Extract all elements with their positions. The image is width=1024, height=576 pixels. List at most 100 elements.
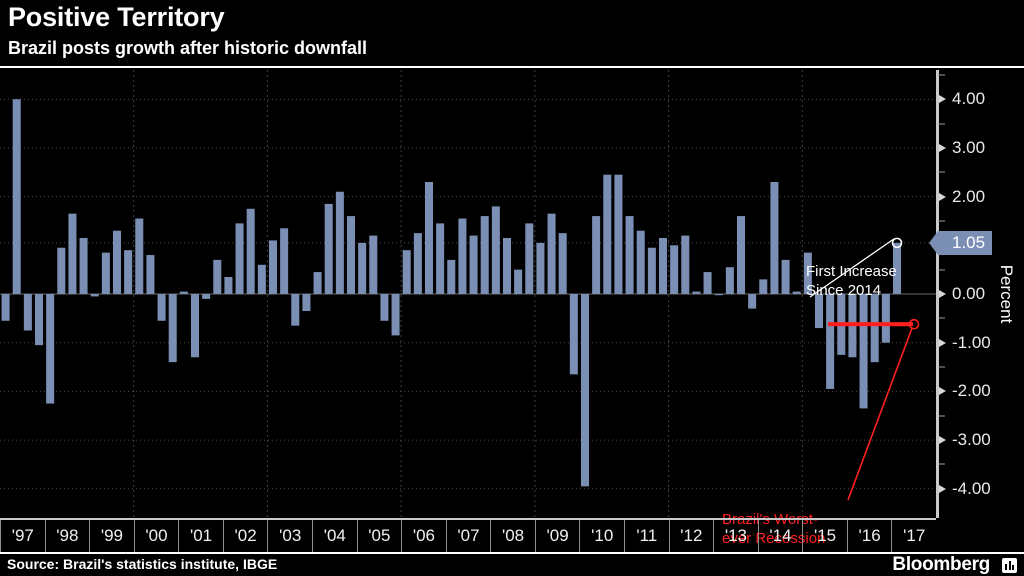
source-note: Source: Brazil's statistics institute, I… bbox=[7, 556, 278, 572]
x-axis-line bbox=[0, 518, 936, 520]
y-tick-arrow bbox=[939, 387, 946, 396]
x-axis-year-06: '06 bbox=[401, 520, 446, 552]
x-axis-year-14: '14 bbox=[757, 520, 803, 552]
bar bbox=[402, 250, 411, 294]
bar bbox=[46, 294, 55, 404]
leader-line-recession bbox=[847, 327, 913, 501]
bar bbox=[458, 218, 467, 294]
chart-footer: Source: Brazil's statistics institute, I… bbox=[0, 552, 1024, 576]
y-axis-highlight-marker: 1.05 bbox=[938, 230, 993, 255]
y-tick-label: 3.00 bbox=[952, 137, 986, 157]
x-axis-year-label: '16 bbox=[858, 526, 881, 545]
bar bbox=[79, 238, 88, 294]
bar bbox=[369, 235, 378, 294]
x-axis-year-label: '15 bbox=[813, 526, 837, 545]
bar bbox=[280, 228, 289, 294]
bar bbox=[881, 294, 890, 343]
y-tick-arrow bbox=[939, 338, 946, 347]
y-tick-minor bbox=[938, 317, 945, 319]
bar bbox=[68, 213, 77, 294]
bar bbox=[380, 294, 389, 321]
bar bbox=[246, 208, 255, 294]
x-axis-year-08: '08 bbox=[490, 520, 535, 552]
bar bbox=[12, 99, 21, 294]
bloomberg-wordmark: Bloomberg bbox=[892, 554, 990, 575]
y-tick-minor bbox=[938, 123, 945, 125]
bar bbox=[112, 230, 122, 294]
bar bbox=[703, 272, 712, 294]
y-tick-minor bbox=[938, 220, 945, 222]
x-axis-year-label: '00 bbox=[145, 526, 168, 545]
x-axis-year-02: '02 bbox=[222, 520, 268, 552]
bar bbox=[681, 235, 690, 294]
x-axis-year-12: '12 bbox=[668, 520, 714, 552]
y-tick-minor bbox=[938, 415, 945, 417]
bar bbox=[859, 294, 868, 409]
x-axis-year-03: '03 bbox=[267, 520, 312, 552]
bar bbox=[268, 240, 278, 294]
bar bbox=[213, 259, 222, 294]
bar bbox=[447, 259, 456, 294]
x-axis-year-label: '07 bbox=[457, 526, 480, 545]
bar bbox=[569, 294, 578, 375]
bar bbox=[558, 233, 567, 294]
x-axis-year-label: '02 bbox=[234, 526, 257, 545]
x-axis-year-label: '08 bbox=[501, 526, 525, 545]
bar bbox=[614, 174, 623, 294]
bar-series bbox=[1, 99, 902, 487]
x-axis-year-label: '17 bbox=[903, 526, 926, 545]
bar bbox=[803, 252, 812, 294]
y-tick-label: 2.00 bbox=[952, 186, 986, 206]
bar bbox=[179, 291, 188, 294]
bar bbox=[346, 216, 356, 294]
x-axis-year-label: '11 bbox=[636, 526, 658, 545]
y-tick-label: 4.00 bbox=[952, 89, 986, 109]
bar bbox=[313, 272, 322, 294]
x-axis-year-13: '13 bbox=[713, 520, 758, 552]
bar bbox=[202, 294, 211, 299]
x-axis-year-09: '09 bbox=[534, 520, 580, 552]
bar bbox=[491, 206, 500, 294]
y-tick-label: -4.00 bbox=[952, 478, 991, 498]
x-axis-year-label: '09 bbox=[546, 526, 569, 545]
bar bbox=[90, 294, 99, 297]
y-tick-arrow bbox=[939, 484, 946, 493]
annotation-first-increase: First Increase Since 2014 bbox=[806, 263, 897, 299]
bar bbox=[759, 279, 768, 294]
x-axis-year-04: '04 bbox=[312, 520, 357, 552]
y-tick-label: -2.00 bbox=[952, 381, 991, 401]
x-axis-year-16: '16 bbox=[846, 520, 892, 552]
bar bbox=[34, 294, 44, 346]
y-tick-arrow bbox=[939, 290, 946, 298]
bar bbox=[190, 294, 200, 358]
x-axis-year-label: '03 bbox=[279, 526, 302, 545]
bar bbox=[514, 269, 523, 294]
x-axis-year-label: '12 bbox=[680, 526, 703, 545]
bar bbox=[335, 191, 344, 294]
y-tick-arrow bbox=[939, 192, 946, 201]
y-tick-arrow bbox=[939, 95, 946, 104]
bar bbox=[168, 294, 177, 363]
x-axis-year-label: '99 bbox=[100, 526, 123, 545]
x-axis-year-label: '01 bbox=[189, 526, 213, 545]
y-tick-arrow bbox=[939, 436, 946, 445]
y-tick-label: -3.00 bbox=[952, 430, 991, 450]
x-axis-year-07: '07 bbox=[445, 520, 491, 552]
bar-chart-svg bbox=[0, 70, 936, 518]
x-axis-year-01: '01 bbox=[178, 520, 223, 552]
bar bbox=[324, 203, 333, 294]
bar bbox=[714, 294, 723, 296]
bar bbox=[647, 247, 656, 294]
x-axis: '97 '98 '99 '00 '01 '02 '03 '04 '05 '06 '07 '08 '09 '… bbox=[0, 518, 936, 552]
y-axis-line bbox=[936, 70, 939, 518]
bar bbox=[892, 242, 902, 294]
bar bbox=[770, 182, 779, 294]
bar bbox=[480, 216, 489, 294]
y-tick-minor bbox=[938, 463, 945, 465]
bar bbox=[224, 276, 233, 294]
header-divider bbox=[0, 66, 1024, 68]
bar bbox=[235, 223, 244, 294]
bar bbox=[57, 247, 66, 294]
y-tick-label: -1.00 bbox=[952, 332, 991, 352]
x-axis-year-17: '17 bbox=[891, 520, 936, 552]
